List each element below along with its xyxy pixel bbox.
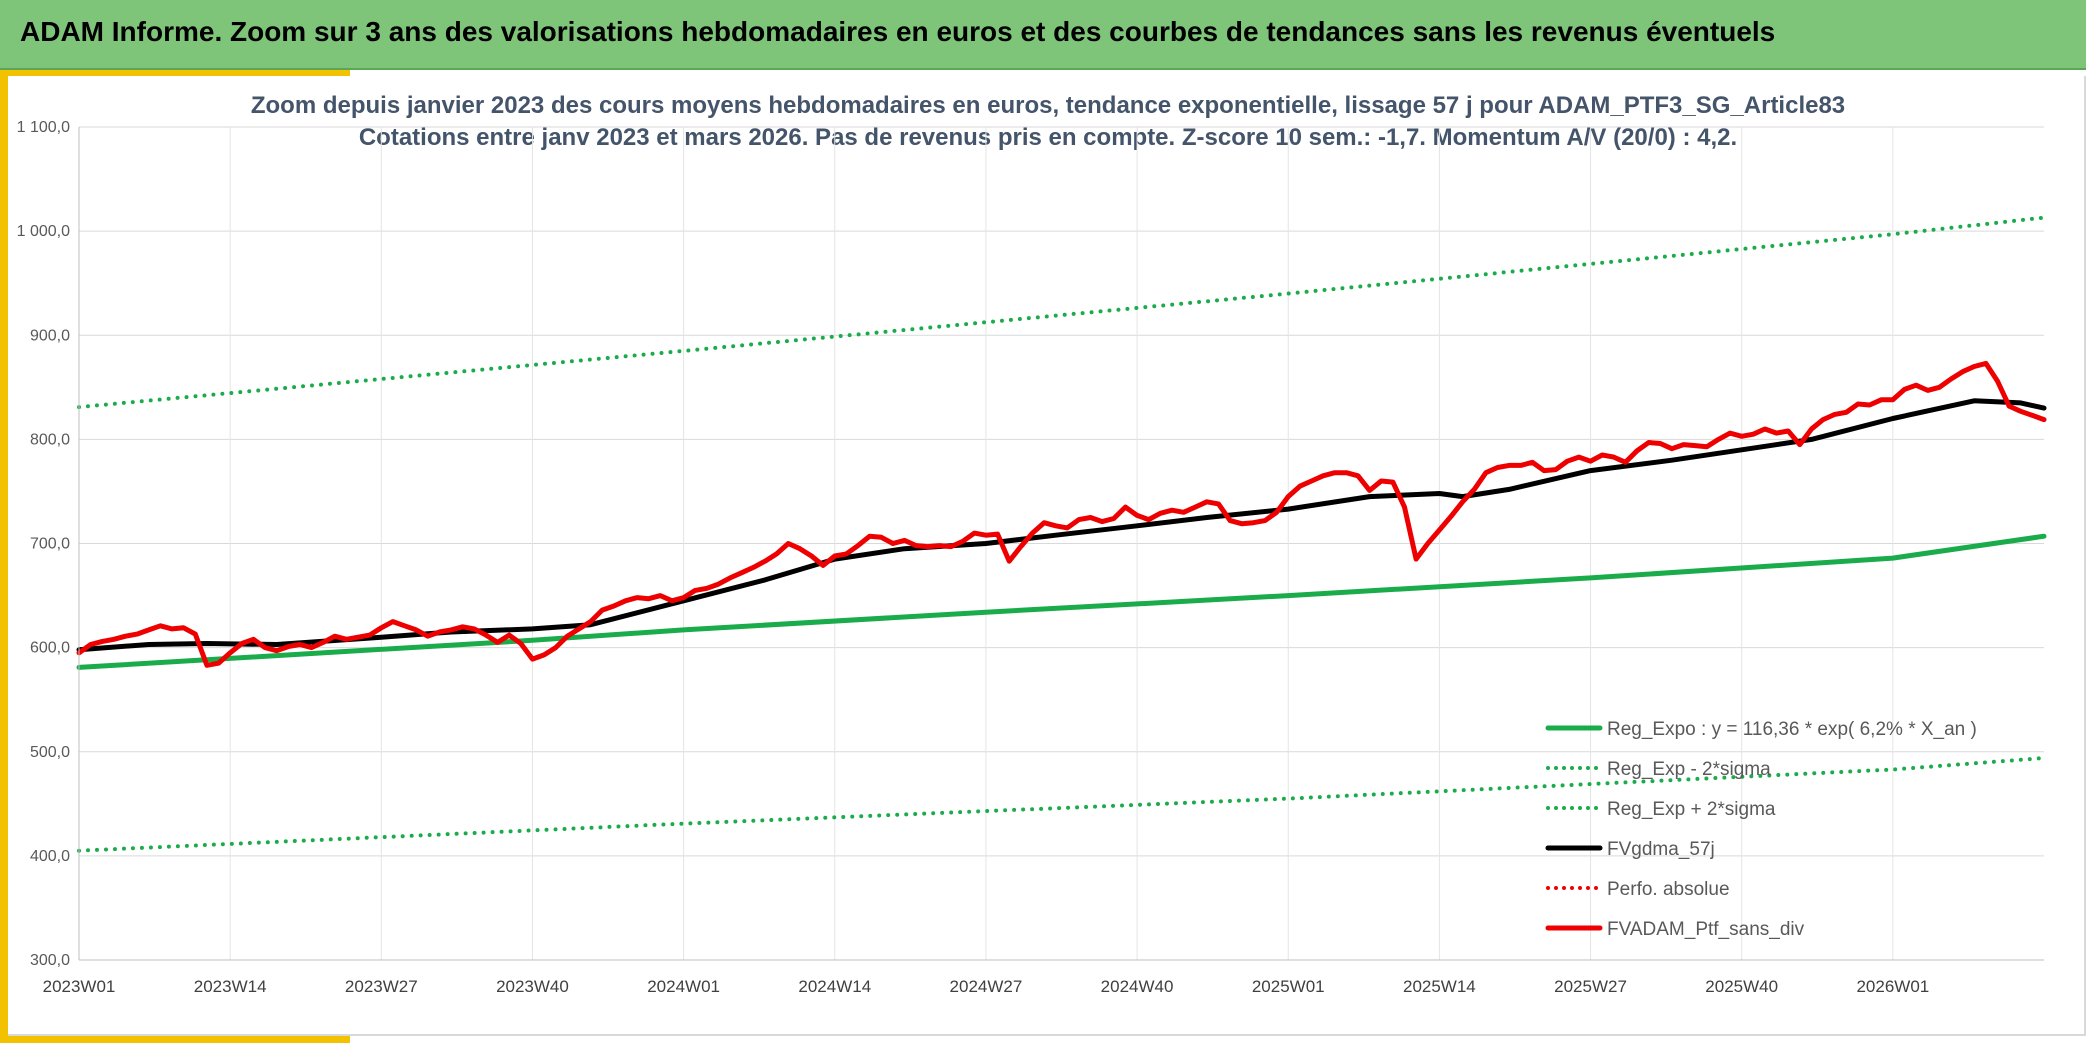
legend-label-fvadam-ptf-sans-div: FVADAM_Ptf_sans_div [1607, 919, 1805, 940]
x-tick-label: 2023W40 [496, 977, 569, 996]
line-chart: Zoom depuis janvier 2023 des cours moyen… [17, 92, 2047, 996]
accent-bar-left [0, 70, 8, 1043]
x-tick-label: 2024W40 [1101, 977, 1174, 996]
chart-title: Zoom depuis janvier 2023 des cours moyen… [251, 92, 1845, 119]
x-tick-label: 2024W14 [798, 977, 871, 996]
y-tick-label: 900,0 [30, 327, 70, 344]
x-tick-label: 2024W27 [950, 977, 1023, 996]
y-tick-label: 600,0 [30, 640, 70, 657]
banner-title: ADAM Informe. Zoom sur 3 ans des valoris… [20, 16, 1776, 47]
x-tick-label: 2025W01 [1252, 977, 1325, 996]
y-tick-label: 500,0 [30, 744, 70, 761]
legend: Reg_Expo : y = 116,36 * exp( 6,2% * X_an… [1545, 719, 1977, 940]
x-tick-label: 2025W40 [1705, 977, 1778, 996]
accent-bar-top [0, 70, 350, 76]
series-line-reg-expo-y-116-36-exp-6-2-x-an [76, 533, 2047, 670]
series-lines [76, 215, 2047, 853]
x-tick-label: 2023W14 [194, 977, 267, 996]
series-line-reg-exp-2-sigma [77, 215, 2046, 410]
gridlines [78, 126, 2044, 961]
y-tick-label: 800,0 [30, 431, 70, 448]
y-tick-label: 700,0 [30, 536, 70, 553]
x-tick-label: 2025W27 [1554, 977, 1627, 996]
y-tick-label: 300,0 [30, 952, 70, 969]
x-tick-label: 2024W01 [647, 977, 720, 996]
x-tick-label: 2025W14 [1403, 977, 1476, 996]
x-tick-label: 2026W01 [1856, 977, 1929, 996]
y-tick-label: 1 000,0 [17, 223, 70, 240]
x-tick-label: 2023W01 [43, 977, 116, 996]
chart-panel: Zoom depuis janvier 2023 des cours moyen… [8, 76, 2086, 1036]
legend-label-perfo-absolue: Perfo. absolue [1607, 879, 1730, 900]
axes: 300,0 400,0 500,0 600,0 700,0 800,0 900,0 1 000… [17, 119, 2044, 996]
chart-subtitle: Cotations entre janv 2023 et mars 2026. … [359, 124, 1737, 151]
y-tick-label: 400,0 [30, 848, 70, 865]
legend-label-reg-exp-2-sigma: Reg_Exp + 2*sigma [1607, 799, 1776, 820]
legend-label-fvgdma-57j: FVgdma_57j [1607, 839, 1715, 860]
legend-label-reg-exp-2-sigma: Reg_Exp - 2*sigma [1607, 759, 1771, 780]
y-tick-label: 1 100,0 [17, 119, 70, 136]
x-tick-label: 2023W27 [345, 977, 418, 996]
legend-label-reg-expo-y-116-36-exp-6-2-x-an: Reg_Expo : y = 116,36 * exp( 6,2% * X_an… [1607, 719, 1977, 740]
header-banner: ADAM Informe. Zoom sur 3 ans des valoris… [0, 0, 2086, 70]
accent-bar-bottom [0, 1036, 350, 1043]
series-line-reg-exp-2-sigma [77, 756, 2046, 853]
series-line-fvadam-ptf-sans-div [76, 360, 2047, 668]
